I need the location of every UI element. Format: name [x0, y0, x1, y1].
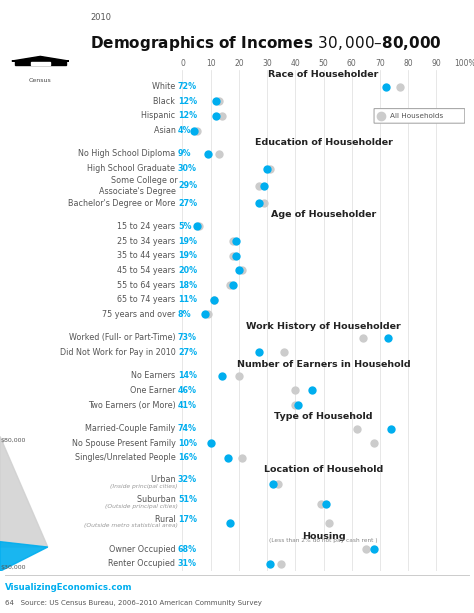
Text: Hispanic: Hispanic: [141, 112, 178, 120]
Polygon shape: [31, 63, 50, 65]
Polygon shape: [0, 436, 48, 547]
Text: 9%: 9%: [178, 150, 191, 159]
Text: Two Earners (or More): Two Earners (or More): [88, 401, 178, 409]
Text: Asian: Asian: [154, 126, 178, 135]
Text: Did Not Work for Pay in 2010: Did Not Work for Pay in 2010: [60, 348, 178, 357]
Text: 16%: 16%: [178, 454, 197, 462]
Text: 10%: 10%: [178, 439, 197, 447]
Text: Age of Householder: Age of Householder: [271, 210, 376, 219]
Text: 8%: 8%: [178, 310, 191, 319]
Text: 15 to 24 years: 15 to 24 years: [117, 222, 178, 231]
Text: 14%: 14%: [178, 371, 197, 380]
Text: 45 to 54 years: 45 to 54 years: [117, 266, 178, 275]
Text: Education of Householder: Education of Householder: [255, 138, 392, 147]
Text: 11%: 11%: [178, 295, 197, 304]
Text: 73%: 73%: [178, 333, 197, 342]
Text: 20%: 20%: [178, 266, 197, 275]
Text: $80,000: $80,000: [0, 438, 26, 443]
Polygon shape: [0, 542, 48, 571]
Text: One Earner: One Earner: [130, 386, 178, 395]
Text: 2010: 2010: [90, 13, 111, 21]
Text: Singles/Unrelated People: Singles/Unrelated People: [75, 454, 178, 462]
Text: Housing: Housing: [301, 532, 346, 541]
Text: 75 years and over: 75 years and over: [102, 310, 178, 319]
Text: Race of Householder: Race of Householder: [268, 70, 379, 80]
Text: 29%: 29%: [178, 181, 197, 190]
Text: White: White: [152, 82, 178, 91]
Text: 64   Source: US Census Bureau, 2006–2010 American Community Survey: 64 Source: US Census Bureau, 2006–2010 A…: [5, 601, 262, 606]
Text: 30%: 30%: [178, 164, 197, 173]
Polygon shape: [15, 61, 66, 65]
Text: High School Graduate: High School Graduate: [87, 164, 178, 173]
Text: Bachelor's Degree or More: Bachelor's Degree or More: [68, 199, 178, 208]
Text: Renter Occupied: Renter Occupied: [109, 560, 178, 568]
Text: 74%: 74%: [178, 424, 197, 433]
Text: Number of Earners in Household: Number of Earners in Household: [237, 360, 410, 368]
Text: 12%: 12%: [178, 112, 197, 120]
Text: Owner Occupied: Owner Occupied: [109, 545, 178, 554]
Text: 68%: 68%: [178, 545, 197, 554]
Text: 25 to 34 years: 25 to 34 years: [117, 237, 178, 246]
Text: 27%: 27%: [178, 348, 197, 357]
Text: Suburban: Suburban: [137, 495, 178, 504]
Text: 5%: 5%: [178, 222, 191, 231]
Text: 4%: 4%: [178, 126, 191, 135]
Text: 19%: 19%: [178, 237, 197, 246]
Text: (Outside metro statistical area): (Outside metro statistical area): [84, 524, 178, 528]
Text: All Households: All Households: [390, 113, 443, 119]
Text: Location of Household: Location of Household: [264, 465, 383, 474]
Text: (Less than 2% do not pay cash rent ): (Less than 2% do not pay cash rent ): [269, 538, 378, 543]
Text: 17%: 17%: [178, 515, 197, 524]
Text: Married-Couple Family: Married-Couple Family: [85, 424, 178, 433]
Text: 35 to 44 years: 35 to 44 years: [118, 251, 178, 261]
Text: Rural: Rural: [155, 515, 178, 524]
Text: Type of Household: Type of Household: [274, 413, 373, 421]
Text: 32%: 32%: [178, 475, 197, 484]
Text: 41%: 41%: [178, 401, 197, 409]
Text: Some College or
Associate's Degree: Some College or Associate's Degree: [99, 176, 178, 196]
Text: Demographics of Incomes $30,000–$80,000: Demographics of Incomes $30,000–$80,000: [90, 34, 442, 53]
Text: 65 to 74 years: 65 to 74 years: [117, 295, 178, 304]
Text: VisualizingEconomics.com: VisualizingEconomics.com: [5, 583, 132, 592]
Text: (Inside principal cities): (Inside principal cities): [110, 484, 178, 489]
Text: 19%: 19%: [178, 251, 197, 261]
FancyBboxPatch shape: [374, 109, 465, 123]
Text: Urban: Urban: [151, 475, 178, 484]
Text: No High School Diploma: No High School Diploma: [78, 150, 178, 159]
Text: (Outside principal cities): (Outside principal cities): [105, 504, 178, 509]
Text: 51%: 51%: [178, 495, 197, 504]
Text: 31%: 31%: [178, 560, 197, 568]
Text: No Spouse Present Family: No Spouse Present Family: [72, 439, 178, 447]
Polygon shape: [12, 56, 69, 61]
Text: 46%: 46%: [178, 386, 197, 395]
Text: $30,000: $30,000: [0, 565, 26, 570]
Text: 18%: 18%: [178, 281, 197, 289]
Text: No Earners: No Earners: [131, 371, 178, 380]
Text: Worked (Full- or Part-Time): Worked (Full- or Part-Time): [69, 333, 178, 342]
Text: Census: Census: [29, 77, 52, 83]
Text: 72%: 72%: [178, 82, 197, 91]
Text: 55 to 64 years: 55 to 64 years: [117, 281, 178, 289]
Text: 12%: 12%: [178, 97, 197, 106]
Text: Black: Black: [154, 97, 178, 106]
Text: Work History of Householder: Work History of Householder: [246, 322, 401, 330]
Text: 27%: 27%: [178, 199, 197, 208]
